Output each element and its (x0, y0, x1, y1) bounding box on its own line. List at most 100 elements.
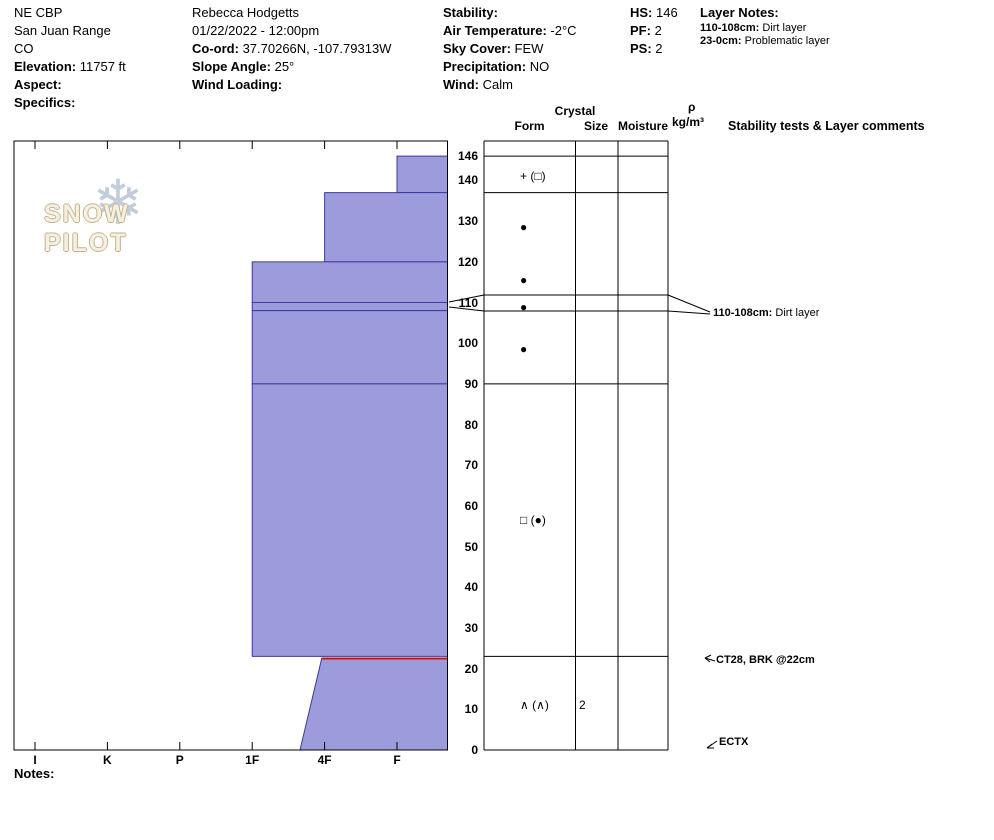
layer-notes-block: Layer Notes: 110-108cm: Dirt layer 23-0c… (700, 4, 830, 48)
layer-note-text: Problematic layer (741, 35, 830, 47)
ps-line: PS: 2 (630, 40, 678, 58)
depth-tick-label: 120 (457, 254, 478, 269)
hardness-tick-label: K (103, 753, 112, 767)
location-block: NE CBP San Juan Range CO Elevation: 1175… (14, 4, 126, 112)
annotation-bold-text: CT28, BRK @22cm (716, 654, 815, 667)
hs-label: HS: (630, 5, 653, 20)
snow-layer-bar (324, 192, 448, 263)
crystal-header: Crystal (554, 104, 596, 118)
wind-value: Calm (482, 77, 513, 92)
snowpilot-logo: ❄ SNOW PILOT (42, 169, 212, 257)
layer-comment-annotation: 110-108cm: Dirt layer (713, 307, 819, 319)
slope-angle-line: Slope Angle: 25° (192, 58, 391, 76)
depth-tick-label: 60 (464, 498, 478, 513)
snow-layer-bar (251, 310, 448, 385)
stability-label: Stability: (443, 5, 498, 20)
annotation-bold-text: ECTX (719, 736, 749, 748)
elevation-label: Elevation: (14, 59, 77, 74)
grain-form-symbol: ∧ (∧) (520, 698, 549, 713)
hardness-tick-label: I (33, 753, 37, 767)
stability-line: Stability: (443, 4, 577, 22)
air-temp-label: Air Temperature: (443, 23, 547, 38)
annotation-arrow (704, 657, 716, 662)
hardness-tick-label: 4F (317, 753, 332, 767)
layer-note: 110-108cm: Dirt layer (700, 22, 830, 35)
precip-value: NO (529, 59, 550, 74)
depth-tick-label: 130 (457, 214, 478, 229)
logo-text: SNOW PILOT (44, 200, 130, 257)
wind-line: Wind: Calm (443, 76, 577, 94)
depth-tick-label: 100 (457, 336, 478, 351)
hardness-tick-label: P (175, 753, 184, 767)
depth-tick-label: 0 (471, 743, 478, 757)
annotation-arrow (706, 743, 713, 749)
wind-label: Wind: (443, 77, 479, 92)
depth-tick-label: 40 (464, 580, 478, 595)
snow-layer-bar (396, 155, 448, 194)
pf-label: PF: (630, 23, 651, 38)
form-column-header: Form (514, 119, 545, 133)
snow-layer-bar (251, 261, 448, 304)
thin-layer-wedge-line (667, 310, 711, 315)
depth-tick-label: 70 (464, 458, 478, 473)
depth-tick-label: 30 (464, 620, 478, 635)
range-name: San Juan Range (14, 23, 111, 38)
air-temp-line: Air Temperature: -2°C (443, 22, 577, 40)
layer-note-range: 110-108cm: (700, 22, 760, 34)
slope-angle-value: 25° (274, 59, 295, 74)
ps-label: PS: (630, 41, 652, 56)
wind-loading-line: Wind Loading: (192, 76, 391, 94)
depth-tick-label: 90 (464, 376, 478, 391)
precip-line: Precipitation: NO (443, 58, 577, 76)
sky-cover-line: Sky Cover: FEW (443, 40, 577, 58)
size-column-header: Size (583, 119, 608, 133)
coord-line: Co-ord: 37.70266N, -107.79313W (192, 40, 391, 58)
density-symbol-header: ρ (688, 100, 696, 114)
grain-form-symbol: ● (520, 299, 528, 314)
grain-size-value: 2 (579, 698, 586, 713)
layer-comment-annotation: CT28, BRK @22cm (716, 654, 815, 666)
coord-value: 37.70266N, -107.79313W (242, 41, 392, 56)
state-name: CO (14, 41, 34, 56)
wind-loading-label: Wind Loading: (192, 77, 283, 92)
hs-line: HS: 146 (630, 4, 678, 22)
aspect-label: Aspect: (14, 77, 62, 92)
snowflake-icon: ❄ (92, 169, 144, 238)
annotation-arrow (704, 654, 712, 659)
annotation-text: Dirt layer (772, 306, 820, 319)
sky-cover-label: Sky Cover: (443, 41, 511, 56)
aspect-line: Aspect: (14, 76, 126, 94)
depth-tick-label: 10 (464, 702, 478, 717)
depth-tick-label: 146 (457, 149, 478, 164)
depth-tick-label: 50 (464, 539, 478, 554)
air-temp-value: -2°C (550, 23, 577, 38)
thin-layer-wedge-line (448, 294, 485, 303)
chart-border (13, 140, 448, 751)
thin-layer-wedge-line (667, 294, 711, 313)
coord-label: Co-ord: (192, 41, 239, 56)
comments-column-header: Stability tests & Layer comments (728, 119, 925, 133)
specifics-label: Specifics: (14, 95, 76, 110)
depth-tick-label: 140 (457, 173, 478, 188)
layer-comment-annotation: ECTX (719, 736, 748, 748)
grain-form-symbol: ● (520, 342, 528, 357)
grain-form-symbol: ● (520, 220, 528, 235)
pf-line: PF: 2 (630, 22, 678, 40)
precip-label: Precipitation: (443, 59, 527, 74)
annotation-arrow (704, 657, 711, 663)
hs-value: 146 (656, 5, 678, 20)
pit-name: NE CBP (14, 5, 63, 20)
specifics-line: Specifics: (14, 94, 126, 112)
depth-tick-label: 20 (464, 661, 478, 676)
moisture-column-header: Moisture (617, 119, 668, 133)
ps-value: 2 (655, 41, 663, 56)
hardness-tick-label: 1F (245, 753, 260, 767)
layer-note-text: Dirt layer (759, 22, 807, 34)
sky-cover-value: FEW (514, 41, 544, 56)
slope-angle-label: Slope Angle: (192, 59, 271, 74)
grain-form-symbol: □ (●) (520, 513, 546, 528)
observation-datetime: 01/22/2022 - 12:00pm (192, 23, 320, 38)
elevation-value: 11757 ft (79, 59, 126, 74)
